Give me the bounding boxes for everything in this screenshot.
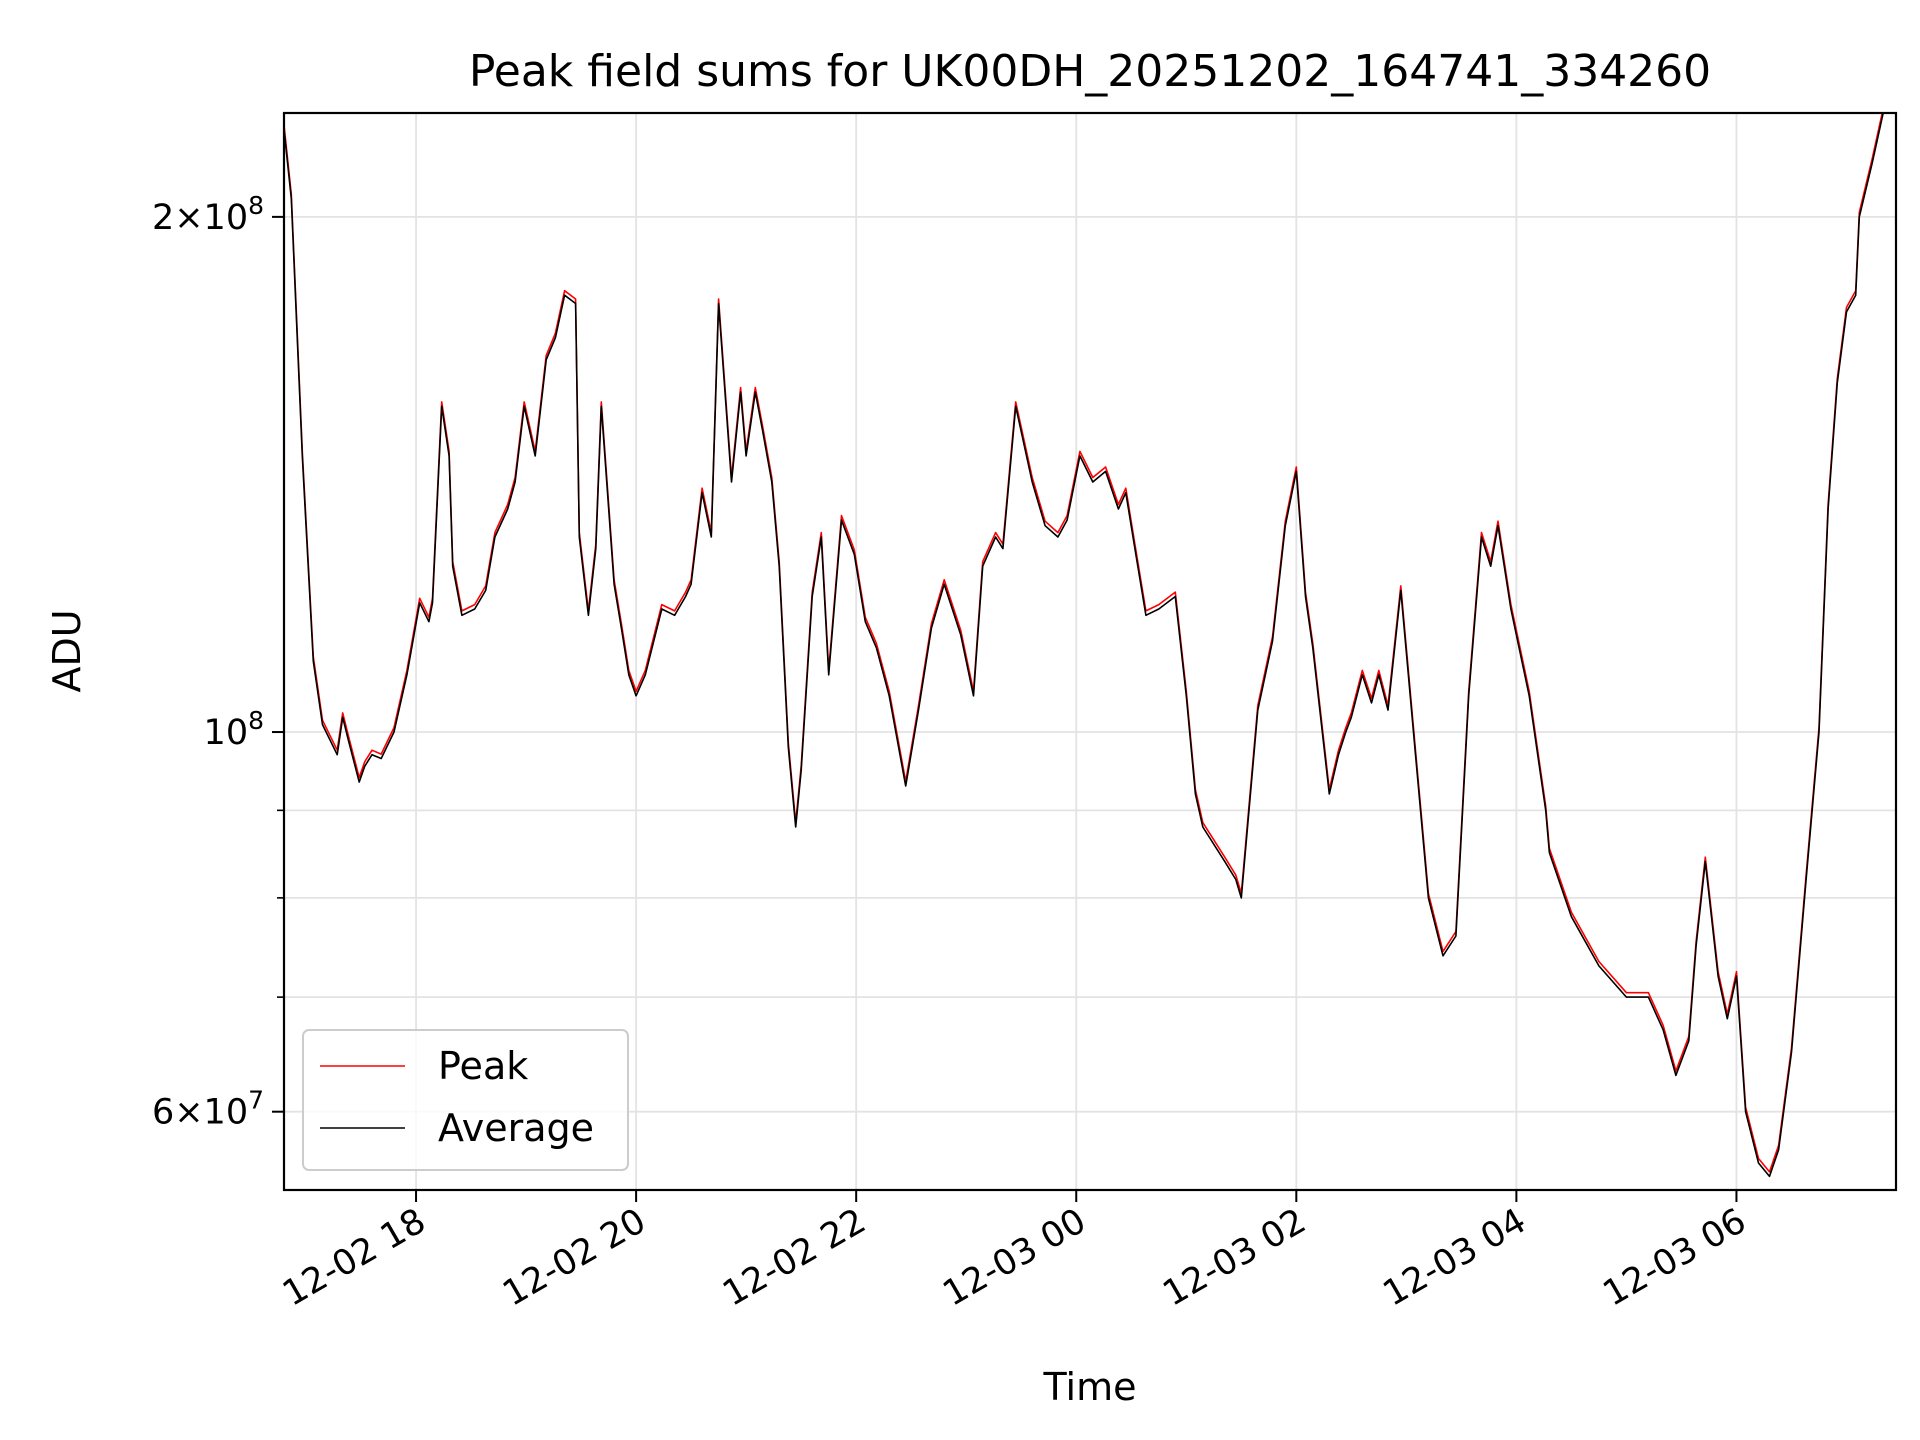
- legend-label-average: Average: [438, 1106, 594, 1150]
- y-axis-ticks: 2×108 108 6×107: [152, 191, 284, 1133]
- legend-box: [302, 1029, 629, 1171]
- series-line-average: [284, 113, 1884, 1178]
- series-line-peak: [284, 113, 1884, 1173]
- y-tick-label: 2×108: [152, 191, 264, 238]
- plot-lines: [284, 113, 1884, 1178]
- y-tick-label: 6×107: [152, 1086, 264, 1133]
- legend-label-peak: Peak: [438, 1044, 528, 1088]
- legend: Peak Average: [302, 1029, 629, 1171]
- y-tick-label: 108: [204, 706, 264, 753]
- x-axis-label: Time: [1043, 1365, 1137, 1409]
- plot-frame: [282, 111, 1898, 1192]
- y-axis-label: ADU: [45, 609, 89, 692]
- chart-title: Peak field sums for UK00DH_20251202_1647…: [469, 46, 1711, 97]
